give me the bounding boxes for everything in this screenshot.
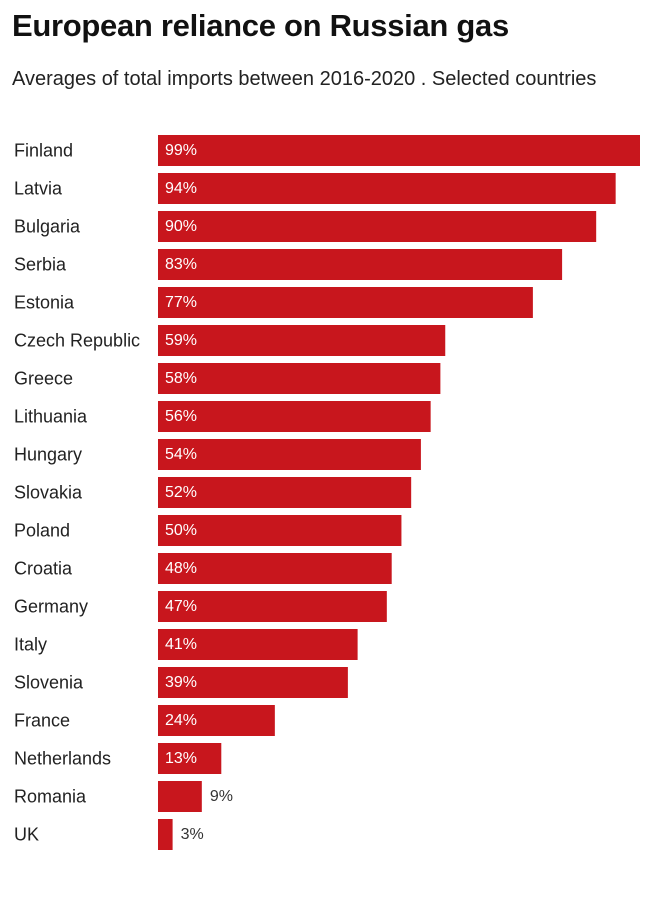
value-label-latvia: 94%: [165, 180, 197, 197]
bar-france: [158, 705, 275, 736]
value-label-croatia: 48%: [165, 560, 197, 577]
category-label-lithuania: Lithuania: [14, 407, 88, 427]
value-label-uk: 3%: [181, 826, 204, 843]
value-label-romania: 9%: [210, 788, 233, 805]
category-label-finland: Finland: [14, 141, 73, 161]
bar-slovakia: [158, 477, 412, 508]
category-label-romania: Romania: [14, 787, 87, 807]
bar-latvia: [158, 173, 616, 204]
category-label-serbia: Serbia: [14, 255, 67, 275]
value-label-bulgaria: 90%: [165, 218, 197, 235]
category-label-germany: Germany: [14, 597, 88, 617]
value-label-hungary: 54%: [165, 446, 197, 463]
value-label-netherlands: 13%: [165, 750, 197, 767]
value-label-slovenia: 39%: [165, 674, 197, 691]
category-label-poland: Poland: [14, 521, 70, 541]
value-label-greece: 58%: [165, 370, 197, 387]
category-label-slovenia: Slovenia: [14, 673, 84, 693]
bar-bulgaria: [158, 211, 597, 242]
category-label-france: France: [14, 711, 70, 731]
category-label-estonia: Estonia: [14, 293, 75, 313]
bar-poland: [158, 515, 402, 546]
category-label-netherlands: Netherlands: [14, 749, 111, 769]
category-label-latvia: Latvia: [14, 179, 63, 199]
bar-hungary: [158, 439, 421, 470]
category-label-italy: Italy: [14, 635, 47, 655]
bar-romania: [158, 781, 202, 812]
chart-subtitle: Averages of total imports between 2016-2…: [12, 68, 597, 90]
chart-title: European reliance on Russian gas: [12, 8, 509, 43]
bar-slovenia: [158, 667, 348, 698]
bar-germany: [158, 591, 387, 622]
value-label-slovakia: 52%: [165, 484, 197, 501]
bar-croatia: [158, 553, 392, 584]
value-label-czech-republic: 59%: [165, 332, 197, 349]
bar-netherlands: [158, 743, 222, 774]
category-label-slovakia: Slovakia: [14, 483, 83, 503]
category-label-greece: Greece: [14, 369, 73, 389]
value-label-estonia: 77%: [165, 294, 197, 311]
bar-estonia: [158, 287, 533, 318]
bar-lithuania: [158, 401, 431, 432]
category-label-czech-republic: Czech Republic: [14, 331, 140, 351]
category-label-croatia: Croatia: [14, 559, 73, 579]
bar-greece: [158, 363, 441, 394]
bar-finland: [158, 135, 640, 166]
value-label-poland: 50%: [165, 522, 197, 539]
category-label-uk: UK: [14, 825, 39, 845]
value-label-france: 24%: [165, 712, 197, 729]
value-label-lithuania: 56%: [165, 408, 197, 425]
value-label-serbia: 83%: [165, 256, 197, 273]
bar-serbia: [158, 249, 563, 280]
bar-uk: [158, 819, 173, 850]
bar-czech-republic: [158, 325, 446, 356]
value-label-germany: 47%: [165, 598, 197, 615]
category-label-hungary: Hungary: [14, 445, 82, 465]
bar-italy: [158, 629, 358, 660]
value-label-finland: 99%: [165, 142, 197, 159]
value-label-italy: 41%: [165, 636, 197, 653]
category-label-bulgaria: Bulgaria: [14, 217, 81, 237]
